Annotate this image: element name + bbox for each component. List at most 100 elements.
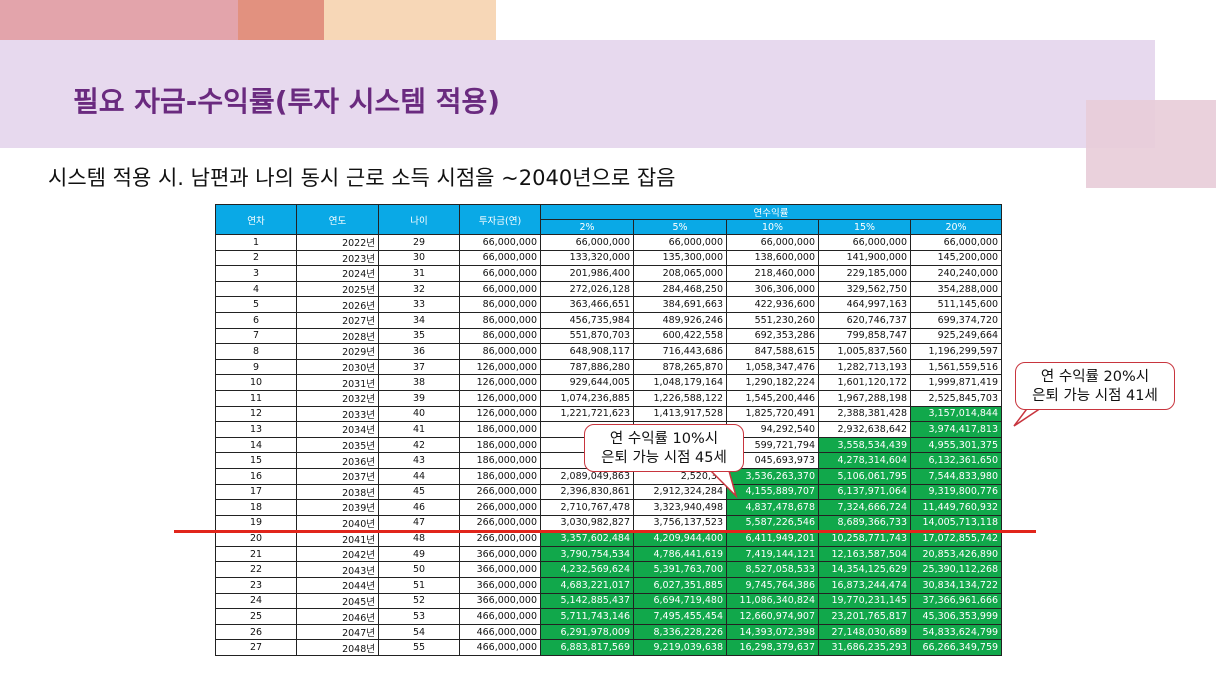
table-cell: 24 xyxy=(215,592,297,610)
table-cell: 2035년 xyxy=(296,436,379,454)
table-cell: 366,000,000 xyxy=(459,577,541,594)
header-rate: 2% xyxy=(540,219,634,235)
table-cell: 4,786,441,619 xyxy=(633,545,727,563)
table-cell: 33 xyxy=(378,296,460,313)
table-cell: 9,745,764,386 xyxy=(726,577,819,594)
table-cell: 1,058,347,476 xyxy=(726,358,819,376)
table-row: 4 2025년 32 66,000,000 272,026,128 284,468,250… xyxy=(215,280,1003,298)
table-cell: 6,291,978,009 xyxy=(540,623,634,641)
header-rate: 10% xyxy=(726,219,819,235)
table-cell: 2032년 xyxy=(296,389,379,407)
table-cell: 229,185,000 xyxy=(818,265,911,282)
table-cell: 2026년 xyxy=(296,296,379,313)
table-cell: 1,005,837,560 xyxy=(818,343,911,360)
table-cell: 511,145,600 xyxy=(909,296,1003,313)
table-cell: 126,000,000 xyxy=(459,374,541,391)
table-row: 22 2043년 50 366,000,000 4,232,569,624 5,391,7… xyxy=(215,561,1003,579)
table-cell: 8,336,228,226 xyxy=(633,623,727,641)
table-cell: 7,419,144,121 xyxy=(726,545,819,563)
table-cell: 30 xyxy=(378,249,460,267)
table-cell: 7,544,833,980 xyxy=(909,467,1003,485)
table-cell: 54 xyxy=(378,623,460,641)
table-row: 26 2047년 54 466,000,000 6,291,978,009 8,336,2… xyxy=(215,623,1003,641)
table-cell: 42 xyxy=(378,436,460,454)
table-cell: 2033년 xyxy=(296,405,379,423)
table-row: 21 2042년 49 366,000,000 3,790,754,534 4,786,4… xyxy=(215,545,1003,563)
table-cell: 16 xyxy=(215,467,297,485)
table-cell: 11,086,340,824 xyxy=(726,592,819,610)
table-cell: 5,711,743,146 xyxy=(540,608,634,625)
table-cell: 49 xyxy=(378,545,460,563)
table-cell: 799,858,747 xyxy=(818,327,911,345)
table-cell: 26 xyxy=(215,623,297,641)
table-cell: 466,000,000 xyxy=(459,623,541,641)
table-cell: 19 xyxy=(215,514,297,532)
table-cell: 38 xyxy=(378,374,460,391)
table-cell: 12 xyxy=(215,405,297,423)
table-row: 5 2026년 33 86,000,000 363,466,651 384,691,663… xyxy=(215,296,1003,313)
table-cell: 66,000,000 xyxy=(459,234,541,251)
table-cell: 1,226,588,122 xyxy=(633,389,727,407)
table-cell: 55 xyxy=(378,639,460,657)
table-cell: 1,282,713,193 xyxy=(818,358,911,376)
table-cell: 36 xyxy=(378,343,460,360)
table-cell: 8,689,366,733 xyxy=(818,514,911,532)
table-cell: 126,000,000 xyxy=(459,358,541,376)
callout-10-line2: 은퇴 가능 시점 45세 xyxy=(601,450,727,466)
table-cell: 50 xyxy=(378,561,460,579)
table-cell: 2031년 xyxy=(296,374,379,391)
table-cell: 133,320,000 xyxy=(540,249,634,267)
table-cell: 11 xyxy=(215,389,297,407)
table-cell: 45 xyxy=(378,483,460,501)
table-cell: 284,468,250 xyxy=(633,280,727,298)
table-row: 6 2027년 34 86,000,000 456,735,984 489,926,246… xyxy=(215,311,1003,329)
table-cell: 2048년 xyxy=(296,639,379,657)
table-cell: 1,999,871,419 xyxy=(909,374,1003,391)
table-cell: 3,536,263,370 xyxy=(726,467,819,485)
table-row: 10 2031년 38 126,000,000 929,644,005 1,048,179… xyxy=(215,374,1003,391)
table-cell: 4,155,889,707 xyxy=(726,483,819,501)
table-cell: 201,986,400 xyxy=(540,265,634,282)
table-cell: 4,955,301,375 xyxy=(909,436,1003,454)
table-row: 27 2048년 55 466,000,000 6,883,817,569 9,219,0… xyxy=(215,639,1003,657)
table-row: 8 2029년 36 86,000,000 648,908,117 716,443,686… xyxy=(215,343,1003,360)
table-cell: 30,834,134,722 xyxy=(909,577,1003,594)
table-cell: 699,374,720 xyxy=(909,311,1003,329)
table-cell: 6,137,971,064 xyxy=(818,483,911,501)
table-cell: 22 xyxy=(215,561,297,579)
table-cell: 2043년 xyxy=(296,561,379,579)
table-cell: 366,000,000 xyxy=(459,592,541,610)
table-cell: 3,790,754,534 xyxy=(540,545,634,563)
table-cell: 126,000,000 xyxy=(459,405,541,423)
table-cell: 2040년 xyxy=(296,514,379,532)
table-row: 19 2040년 47 266,000,000 3,030,982,827 3,756,1… xyxy=(215,514,1003,532)
table-cell: 208,065,000 xyxy=(633,265,727,282)
table-cell: 2,932,638,642 xyxy=(818,421,911,438)
table-cell: 266,000,000 xyxy=(459,499,541,516)
table-cell: 37,366,961,666 xyxy=(909,592,1003,610)
table-cell: 66,000,000 xyxy=(459,265,541,282)
table-cell: 37 xyxy=(378,358,460,376)
table-cell: 186,000,000 xyxy=(459,452,541,469)
table-cell: 6,027,351,885 xyxy=(633,577,727,594)
table-cell: 1 xyxy=(215,234,297,251)
table-cell: 12,163,587,504 xyxy=(818,545,911,563)
table-row: 18 2039년 46 266,000,000 2,710,767,478 3,323,9… xyxy=(215,499,1003,516)
table-cell: 3 xyxy=(215,265,297,282)
table-cell: 16,873,244,474 xyxy=(818,577,911,594)
table-row: 17 2038년 45 266,000,000 2,396,830,861 2,912,3… xyxy=(215,483,1003,501)
table-cell: 138,600,000 xyxy=(726,249,819,267)
table-cell: 2025년 xyxy=(296,280,379,298)
table-cell: 18 xyxy=(215,499,297,516)
table-cell: 48 xyxy=(378,530,460,547)
table-cell: 27 xyxy=(215,639,297,657)
table-cell: 4,683,221,017 xyxy=(540,577,634,594)
header-rate-group: 연수익률 xyxy=(539,204,1003,220)
table-cell: 11,449,760,932 xyxy=(909,499,1003,516)
table-cell: 141,900,000 xyxy=(818,249,911,267)
table-row: 2 2023년 30 66,000,000 133,320,000 135,300,000… xyxy=(215,249,1003,267)
table-row: 12 2033년 40 126,000,000 1,221,721,623 1,413,9… xyxy=(215,405,1003,423)
table-cell: 218,460,000 xyxy=(726,265,819,282)
table-cell: 145,200,000 xyxy=(909,249,1003,267)
table-cell: 489,926,246 xyxy=(633,311,727,329)
